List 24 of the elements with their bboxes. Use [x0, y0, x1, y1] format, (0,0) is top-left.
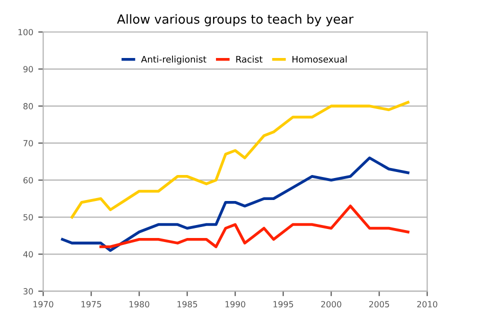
x-tick-label: 2000: [321, 301, 342, 308]
y-tick-label: 80: [23, 103, 33, 110]
x-tick-label: 1975: [82, 301, 102, 308]
y-tick-label: 40: [23, 251, 33, 258]
y-tick-label: 70: [24, 140, 33, 146]
line-series: [99, 204, 410, 248]
x-tick-label: 1970: [34, 301, 54, 308]
x-tick-label: 1985: [178, 301, 198, 308]
y-tick-label: 50: [24, 214, 33, 220]
x-tick-label: 1995: [274, 301, 294, 308]
legend-label: Homosexual: [292, 56, 347, 63]
y-tick-label: 30: [24, 288, 33, 294]
legend-label: Racist: [236, 56, 263, 63]
line-series: [61, 156, 410, 252]
y-tick-label: 90: [23, 66, 33, 72]
y-tick-label: 100: [18, 28, 33, 36]
line-series: [70, 100, 410, 219]
chart-title: Allow various groups to teach by year: [117, 14, 354, 26]
x-tick-label: 2010: [417, 301, 438, 308]
y-tick-label: 60: [23, 177, 33, 184]
legend-label: Anti-religionist: [141, 56, 206, 64]
x-tick-label: 1990: [226, 301, 246, 308]
x-tick-label: 1980: [130, 301, 150, 308]
x-tick-label: 2005: [369, 301, 390, 308]
